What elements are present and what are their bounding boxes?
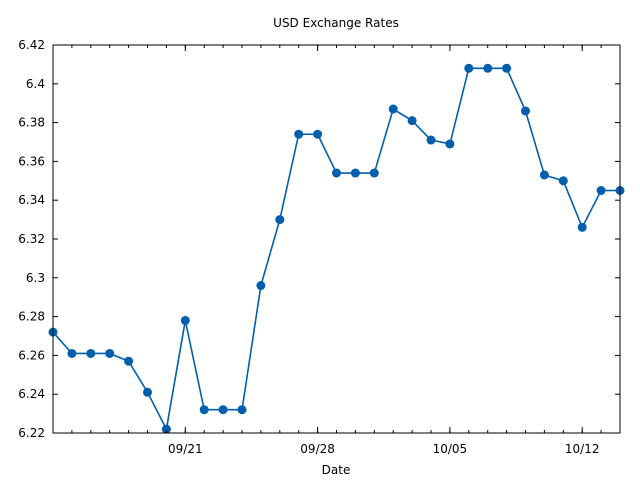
data-point <box>596 186 606 195</box>
data-point <box>369 168 379 178</box>
data-point <box>256 281 266 291</box>
y-tick-label: 6.3 <box>26 271 45 285</box>
y-tick-label: 6.34 <box>18 193 45 207</box>
data-point <box>180 315 190 325</box>
chart-title: USD Exchange Rates <box>273 16 399 30</box>
plot-frame <box>52 44 621 434</box>
y-tick-label: 6.36 <box>18 154 45 168</box>
data-point <box>521 106 530 116</box>
data-point <box>199 405 209 415</box>
data-point <box>237 405 247 415</box>
x-tick-label: 09/21 <box>168 442 203 456</box>
data-point <box>294 129 304 139</box>
y-tick-label: 6.38 <box>18 116 45 130</box>
plot-content <box>48 63 625 434</box>
data-point <box>218 405 228 415</box>
x-axis-label: Date <box>322 463 351 477</box>
y-tick-label: 6.24 <box>18 387 45 401</box>
data-point <box>445 139 455 149</box>
data-point <box>388 104 398 114</box>
data-point <box>464 63 474 73</box>
x-tick-label: 09/28 <box>300 442 335 456</box>
x-tick-label: 10/05 <box>433 442 468 456</box>
y-tick-label: 6.42 <box>18 38 45 52</box>
x-tick-label: 10/12 <box>565 442 600 456</box>
data-point <box>502 63 512 73</box>
data-point <box>275 215 285 225</box>
data-point <box>577 222 587 232</box>
data-point <box>483 63 493 73</box>
data-point <box>332 168 341 178</box>
y-tick-label: 6.32 <box>18 232 45 246</box>
y-tick-label: 6.4 <box>26 77 45 91</box>
data-point <box>143 387 152 397</box>
data-point <box>539 170 549 180</box>
data-point <box>558 176 568 186</box>
data-point <box>124 356 134 366</box>
data-point <box>407 116 417 126</box>
data-point <box>67 348 77 358</box>
series-line <box>52 67 620 432</box>
data-point <box>86 348 96 358</box>
data-point <box>426 135 436 145</box>
data-point <box>105 348 115 358</box>
data-point <box>161 424 171 434</box>
y-axis: 6.22 6.24 6.26 6.28 6.3 6.32 6.34 6.36 6.38 6.4 6.… <box>18 38 620 440</box>
data-point <box>313 129 323 139</box>
y-tick-label: 6.26 <box>18 348 45 362</box>
x-axis: 09/21 09/28 10/05 10/12 <box>52 45 621 456</box>
y-tick-label: 6.28 <box>18 310 45 324</box>
data-point <box>350 168 360 178</box>
y-tick-label: 6.22 <box>18 426 45 440</box>
